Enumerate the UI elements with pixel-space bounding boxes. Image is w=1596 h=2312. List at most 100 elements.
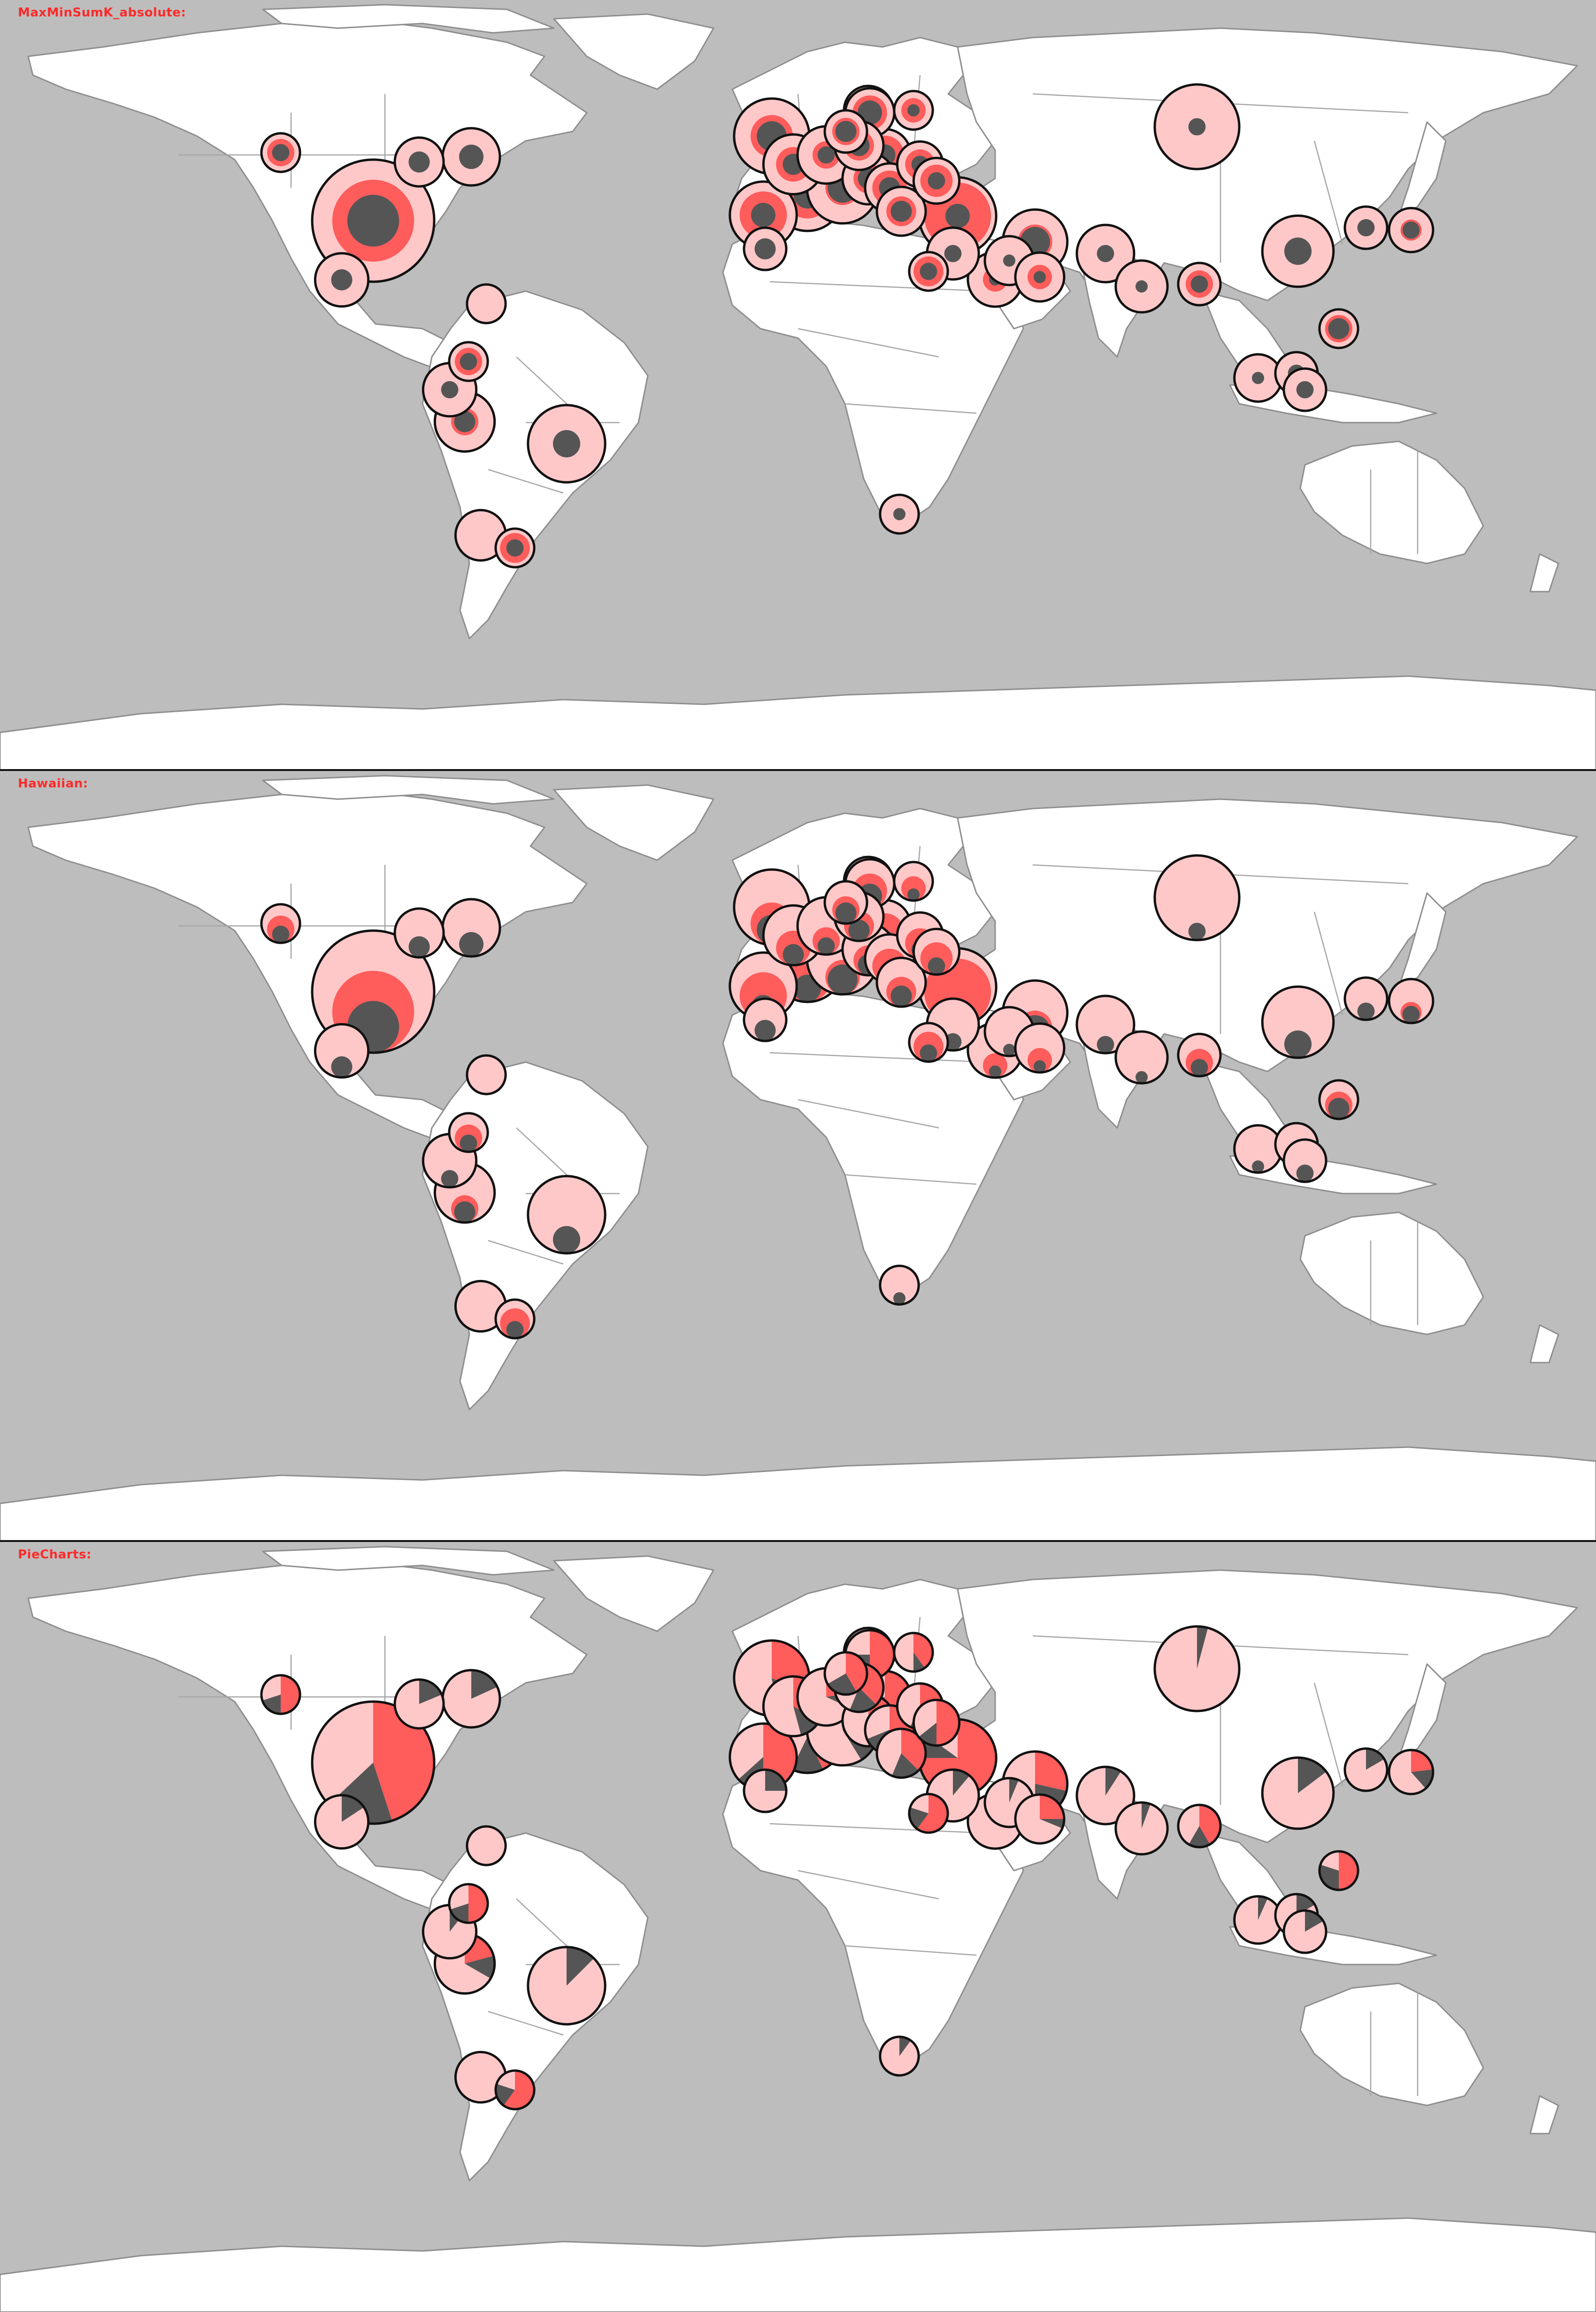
- symbol-layer: [260, 1625, 1435, 2111]
- landmass-new-zealand: [1529, 2095, 1559, 2135]
- symbol-outline: [912, 1698, 961, 1747]
- circle-inner: [1296, 1164, 1314, 1182]
- symbol-malaysia: [1233, 1895, 1283, 1945]
- symbol-outline: [1114, 1801, 1169, 1856]
- circle-inner: [1402, 221, 1420, 239]
- symbol-usa: [311, 158, 436, 283]
- symbol-outline: [393, 907, 445, 959]
- circle-total: [315, 1024, 368, 1078]
- symbol-korea: [1343, 205, 1389, 250]
- symbol-outline: [893, 1632, 934, 1673]
- circle-inner: [1296, 381, 1314, 399]
- circle-inner: [893, 508, 905, 520]
- circle-total: [467, 1055, 506, 1094]
- symbol-outline: [1177, 1803, 1222, 1849]
- landmass-north-america: [27, 18, 588, 391]
- symbol-outline: [260, 1674, 301, 1715]
- landmass-australia: [1299, 1982, 1484, 2106]
- symbol-outline: [908, 1022, 949, 1063]
- symbol-venezuela: [466, 1054, 507, 1095]
- pie-inner-slice: [953, 1769, 970, 1796]
- symbol-indonesia: [1282, 1909, 1327, 1954]
- symbol-outline: [908, 1793, 949, 1834]
- symbol-gulf: [1014, 1793, 1066, 1845]
- landmass-australia: [1299, 1211, 1484, 1335]
- pie-inner-slice: [471, 1670, 498, 1699]
- symbol-outline: [466, 283, 507, 324]
- symbol-finland: [893, 90, 934, 131]
- country-border: [769, 1052, 986, 1063]
- circle-total: [1262, 986, 1334, 1058]
- country-border: [798, 1099, 939, 1129]
- symbol-colombia: [448, 1883, 489, 1924]
- symbol-outline: [314, 1794, 370, 1850]
- symbol-outline: [743, 1768, 788, 1813]
- pie-inner-slice: [913, 1652, 925, 1672]
- symbol-outline: [875, 185, 927, 237]
- symbol-greece: [875, 185, 927, 237]
- country-border: [844, 1174, 977, 1185]
- symbol-outline: [1282, 1138, 1327, 1183]
- circle-inner: [459, 932, 483, 956]
- symbol-canada-w: [260, 1674, 301, 1715]
- circle-inner: [331, 269, 353, 291]
- map-panel-maxminsumk: MaxMinSumK_absolute:: [0, 0, 1596, 770]
- symbol-canada-e: [441, 127, 501, 187]
- symbol-india: [1114, 1801, 1169, 1856]
- country-border: [488, 469, 564, 494]
- symbol-bangladesh: [1177, 1803, 1222, 1849]
- country-border: [1313, 1682, 1343, 1787]
- symbol-outline: [1177, 262, 1222, 307]
- symbol-outline: [823, 109, 868, 154]
- pie-inner-slice: [765, 1770, 786, 1791]
- pie-middle-slice: [936, 1700, 959, 1746]
- circle-inner: [272, 144, 290, 162]
- symbol-argentina: [494, 2069, 536, 2111]
- symbol-indonesia: [1282, 1138, 1327, 1183]
- symbol-outline: [1282, 367, 1327, 412]
- circle-inner: [552, 430, 581, 458]
- pie-middle-slice: [846, 1652, 867, 1692]
- symbol-outline: [1177, 1033, 1222, 1078]
- pie-middle-slice: [281, 1675, 300, 1714]
- symbol-outline: [448, 341, 489, 382]
- panel-title: Hawaiian:: [18, 777, 88, 791]
- circle-inner: [1284, 237, 1312, 265]
- country-border: [1313, 911, 1343, 1016]
- symbol-egypt: [908, 1022, 949, 1063]
- symbol-egypt: [908, 1793, 949, 1834]
- symbol-outline: [1261, 1756, 1335, 1830]
- circle-inner: [1097, 1036, 1114, 1053]
- symbol-morocco: [743, 997, 788, 1042]
- symbol-outline: [1153, 854, 1241, 941]
- symbol-pakistan: [1075, 1765, 1136, 1826]
- symbol-brazil: [527, 404, 606, 484]
- landmass-antarctica: [0, 1446, 1596, 1541]
- symbol-outline: [314, 252, 370, 308]
- circle-total: [467, 284, 506, 324]
- circle-inner: [347, 194, 399, 247]
- symbol-mexico: [314, 1794, 370, 1850]
- symbol-argentina: [494, 1298, 536, 1340]
- circle-inner: [817, 146, 835, 164]
- symbol-outline: [527, 404, 606, 484]
- symbol-south-africa: [879, 2035, 920, 2077]
- circle-inner: [408, 151, 430, 173]
- circle-inner: [835, 902, 857, 924]
- circle-inner: [1284, 1030, 1312, 1058]
- symbol-outline: [494, 527, 536, 569]
- country-border: [844, 403, 977, 414]
- circle-inner: [783, 944, 804, 965]
- symbol-outline: [1318, 1850, 1359, 1891]
- map-panel-piecharts: PieCharts:: [0, 1542, 1596, 2312]
- pie-total-slice: [455, 2052, 506, 2103]
- circle-inner: [848, 919, 870, 941]
- symbol-china: [1261, 214, 1335, 288]
- landmass-arctic-islands: [262, 775, 555, 805]
- landmass-australia: [1299, 440, 1484, 564]
- symbol-japan: [1388, 978, 1435, 1025]
- circle-inner: [1252, 1160, 1264, 1173]
- circle-inner: [459, 145, 483, 169]
- circle-inner: [835, 121, 857, 142]
- circle-inner: [1188, 923, 1206, 940]
